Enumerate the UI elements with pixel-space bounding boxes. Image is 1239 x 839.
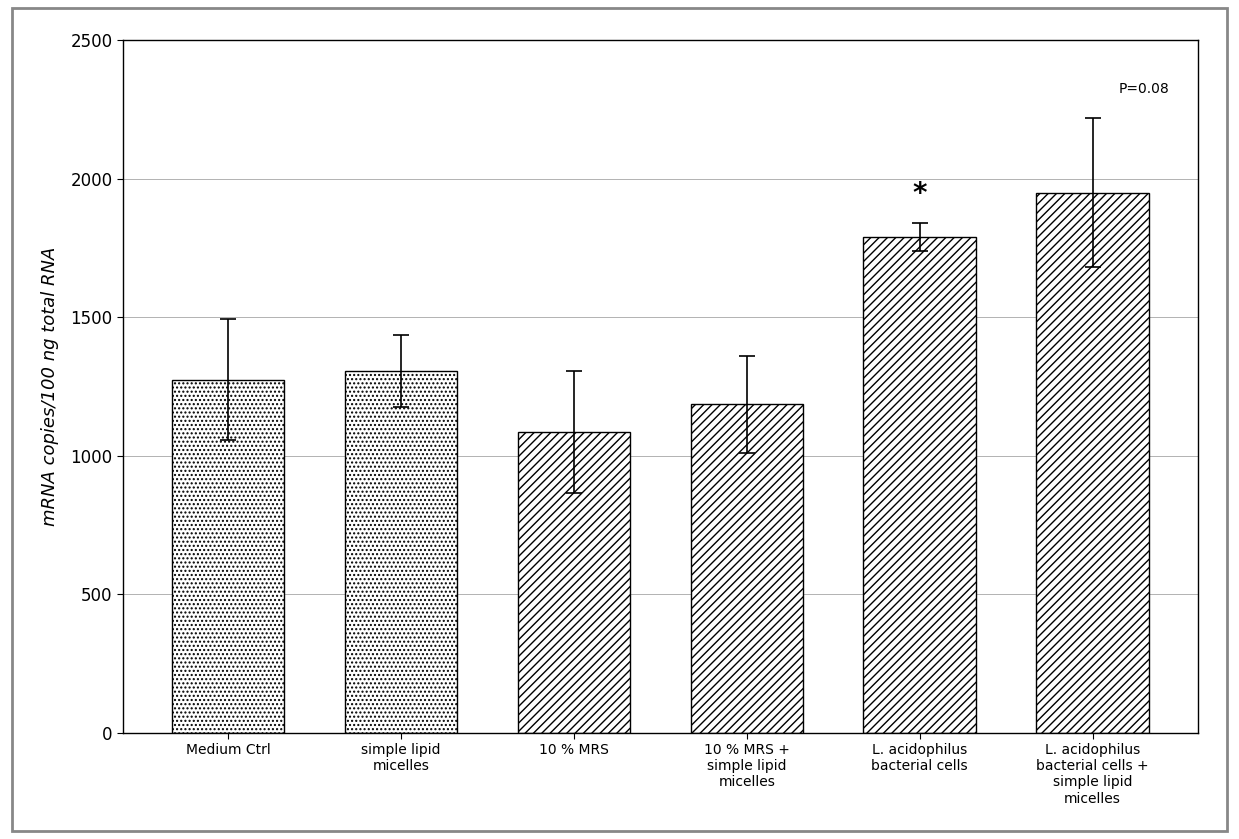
Bar <box>172 379 284 732</box>
Y-axis label: mRNA copies/100 ng total RNA: mRNA copies/100 ng total RNA <box>41 247 59 526</box>
Text: P=0.08: P=0.08 <box>1119 82 1170 96</box>
Bar <box>864 237 976 732</box>
Bar <box>518 432 631 732</box>
Text: *: * <box>912 180 927 208</box>
Bar <box>690 404 803 732</box>
Bar <box>344 372 457 732</box>
Bar <box>1036 193 1149 732</box>
